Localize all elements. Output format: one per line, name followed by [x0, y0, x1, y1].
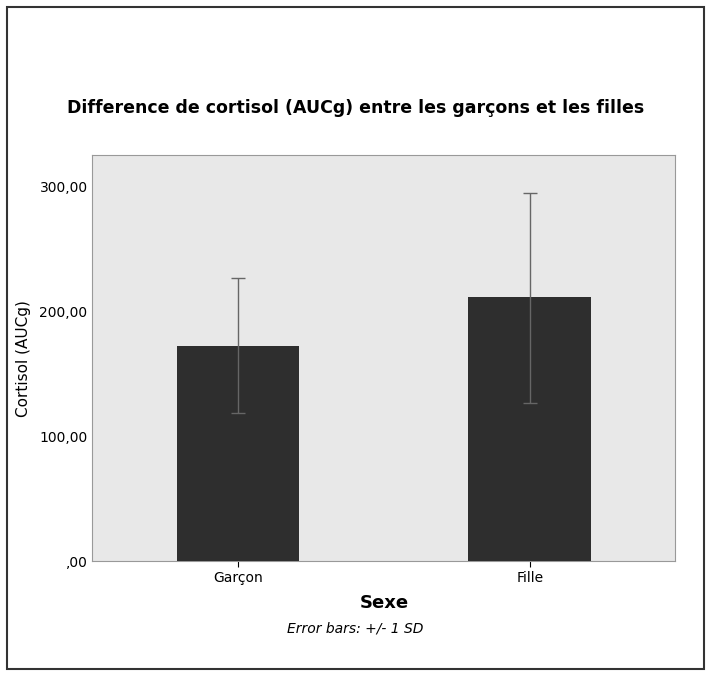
Y-axis label: Cortisol (AUCg): Cortisol (AUCg)	[16, 300, 31, 416]
Bar	[469, 297, 591, 561]
Bar	[177, 346, 299, 561]
Text: Error bars: +/- 1 SD: Error bars: +/- 1 SD	[287, 622, 424, 635]
Text: Difference de cortisol (AUCg) entre les garçons et les filles: Difference de cortisol (AUCg) entre les …	[67, 99, 644, 117]
X-axis label: Sexe: Sexe	[359, 594, 409, 612]
